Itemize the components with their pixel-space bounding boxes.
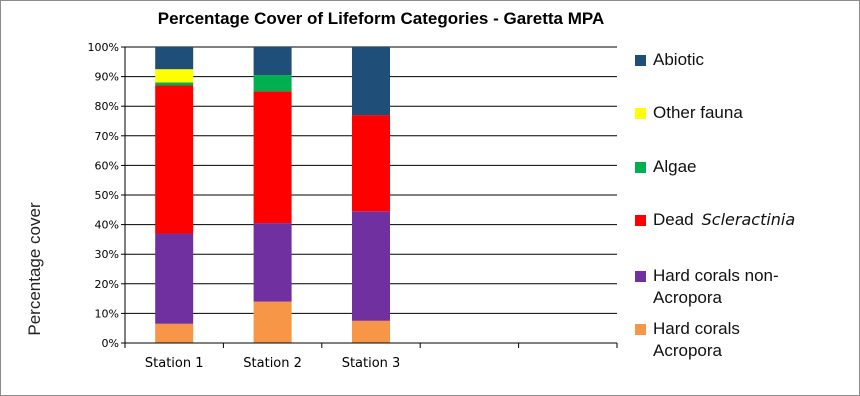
y-tick-label: 40% (95, 219, 119, 232)
y-tick-label: 0% (102, 337, 119, 350)
bar-segment-hard-corals-non-acropora (253, 223, 292, 302)
y-tick-labels: 0% 10% 20% 30% 40% 50% 60% 70% 80% 90% 100% (88, 41, 119, 350)
legend-label: Hard corals Acropora (653, 319, 740, 360)
bar-segment-hard-corals-acropora (253, 301, 292, 343)
y-tick-label: 60% (95, 159, 119, 172)
y-tick-label: 20% (95, 278, 119, 291)
legend-label-italic: Scleractinia (701, 210, 796, 229)
bar-segment-abiotic (155, 47, 194, 70)
legend-swatch (635, 324, 646, 335)
bar-segment-other-fauna (155, 69, 194, 83)
bar-segment-hard-corals-non-acropora (352, 211, 390, 321)
x-category-labels: Station 1 Station 2 Station 3 (145, 356, 400, 371)
x-category-label: Station 3 (342, 356, 401, 371)
bar-segment-algae (155, 82, 194, 86)
legend-swatch (635, 55, 646, 66)
y-tick-label: 70% (95, 130, 119, 143)
legend-swatch (635, 162, 646, 173)
x-category-label: Station 1 (145, 356, 204, 371)
x-category-label: Station 2 (243, 356, 302, 371)
legend-label: Dead Scleractinia (653, 210, 796, 229)
bar-segment-algae (253, 75, 292, 92)
y-tick-label: 50% (95, 189, 119, 202)
bar-segment-dead-scleractinia (352, 115, 390, 212)
bar-segment-abiotic (253, 47, 292, 76)
legend-swatch (635, 215, 646, 226)
y-tick-label: 100% (88, 41, 119, 54)
axes (121, 46, 618, 348)
y-tick-label: 30% (95, 248, 119, 261)
bar-segment-dead-scleractinia (253, 91, 292, 224)
chart-title: Percentage Cover of Lifeform Categories … (157, 9, 605, 28)
legend-label: Hard corals non- Acropora (653, 266, 779, 307)
bar-segment-abiotic (352, 47, 390, 116)
y-tick-label: 90% (95, 71, 119, 84)
bar-segment-hard-corals-acropora (352, 320, 390, 343)
bar-segment-hard-corals-acropora (155, 323, 194, 343)
legend-swatch (635, 271, 646, 282)
bars (155, 47, 390, 343)
legend-swatch (635, 108, 646, 119)
legend-label: Other fauna (653, 103, 743, 122)
legend-label: Abiotic (653, 50, 705, 69)
legend-label: Algae (653, 157, 697, 176)
bar-segment-dead-scleractinia (155, 85, 194, 234)
bar-segment-hard-corals-non-acropora (155, 233, 194, 324)
y-tick-label: 80% (95, 100, 119, 113)
y-tick-label: 10% (95, 307, 119, 320)
